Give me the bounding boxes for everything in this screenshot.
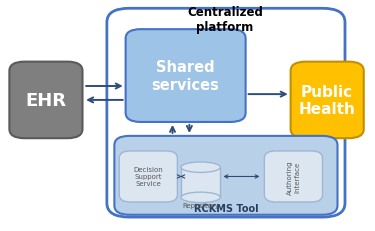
FancyBboxPatch shape — [291, 62, 364, 139]
Text: Decision
Support
Service: Decision Support Service — [134, 167, 163, 187]
Ellipse shape — [181, 192, 220, 203]
Text: RCKMS Tool: RCKMS Tool — [194, 203, 258, 213]
Text: EHR: EHR — [26, 91, 66, 109]
FancyBboxPatch shape — [264, 151, 322, 202]
Ellipse shape — [181, 162, 220, 173]
Text: Authoring
Interface: Authoring Interface — [287, 160, 300, 194]
FancyBboxPatch shape — [107, 9, 345, 217]
FancyBboxPatch shape — [9, 62, 82, 139]
FancyBboxPatch shape — [114, 136, 338, 215]
Text: Repository: Repository — [182, 202, 219, 208]
Text: Public
Health: Public Health — [299, 84, 355, 117]
FancyBboxPatch shape — [119, 151, 177, 202]
FancyBboxPatch shape — [181, 167, 220, 198]
Text: Centralized
platform: Centralized platform — [187, 6, 263, 33]
FancyBboxPatch shape — [126, 30, 246, 122]
Text: Shared
services: Shared services — [152, 60, 220, 92]
